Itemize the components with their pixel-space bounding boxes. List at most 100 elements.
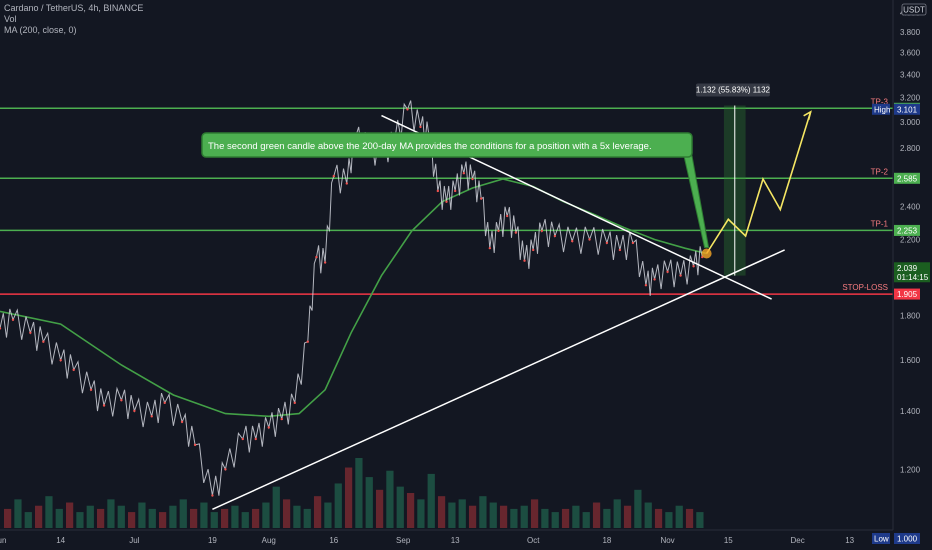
- volume-bar: [468, 505, 477, 528]
- price-point: [315, 255, 318, 259]
- annotation-callout[interactable]: The second green candle above the 200-da…: [201, 132, 710, 249]
- x-tick-label: Jul: [129, 536, 139, 545]
- volume-bar: [231, 505, 239, 528]
- price-point: [323, 261, 327, 264]
- volume-bar: [334, 483, 342, 528]
- price-tag-box: [894, 103, 920, 115]
- price-point: [280, 417, 283, 421]
- volume-bar: [685, 508, 694, 528]
- volume-bar: [34, 505, 43, 528]
- volume-bar: [344, 467, 353, 528]
- x-tick-label: Sep: [396, 536, 411, 545]
- volume-bar: [458, 499, 466, 528]
- annotation-text: The second green candle above the 200-da…: [208, 141, 652, 152]
- time-axis[interactable]: Jun 14 Jul 19 Aug 16 Sep 13 Oct 18 Nov 15 Dec 13: [0, 529, 893, 545]
- level-price-label: 1.905: [897, 290, 918, 299]
- volume-bar: [592, 502, 601, 528]
- price-point: [293, 401, 296, 405]
- volume-bar: [158, 512, 167, 528]
- y-tick-label: 2.400: [900, 202, 921, 211]
- volume-bar: [582, 512, 590, 528]
- price-point: [102, 404, 106, 407]
- projection-line[interactable]: [705, 111, 812, 254]
- price-point: [267, 426, 270, 429]
- volume-bar: [293, 505, 301, 528]
- currency-badge[interactable]: USDT: [901, 3, 927, 16]
- volume-bar: [241, 512, 249, 528]
- price-point: [514, 231, 518, 234]
- volume-bar: [86, 505, 94, 528]
- volume-bar: [396, 486, 404, 528]
- volume-bar: [406, 493, 415, 528]
- volume-bar: [696, 512, 704, 528]
- price-point: [571, 239, 574, 243]
- volume-bar: [45, 496, 53, 528]
- price-point: [462, 171, 466, 175]
- trendline[interactable]: [212, 249, 785, 510]
- price-point: [644, 284, 648, 287]
- price-point: [211, 494, 214, 497]
- price-point: [453, 189, 457, 193]
- volume-bars: [4, 458, 704, 528]
- y-tick-label: 1.400: [900, 407, 921, 416]
- price-tag-name: High: [874, 105, 890, 114]
- y-tick-label: 3.200: [900, 93, 921, 102]
- y-tick-label: 2.200: [900, 235, 921, 244]
- level-label: TP-1: [871, 219, 889, 228]
- x-tick-label: 14: [56, 536, 65, 545]
- volume-bar: [200, 502, 208, 528]
- price-point: [224, 468, 227, 471]
- volume-bar: [303, 508, 311, 528]
- y-tick-label: 1.200: [900, 465, 921, 474]
- level-price-tag: [894, 172, 920, 184]
- volume-bar: [210, 512, 218, 528]
- projection-path[interactable]: [701, 110, 812, 259]
- volume-bar: [613, 499, 621, 528]
- volume-bar: [634, 489, 642, 528]
- volume-bar: [55, 508, 63, 528]
- measure-label-box: [695, 83, 770, 97]
- price-point: [163, 401, 166, 405]
- volume-bar: [355, 458, 363, 528]
- volume-bar: [437, 496, 446, 528]
- horizontal-levels: TP-3 TP-2 TP-1 STOP-LOSS: [0, 97, 893, 295]
- current-price-countdown: 01:14:15: [897, 273, 929, 282]
- volume-bar: [148, 508, 156, 528]
- price-point: [505, 214, 509, 218]
- price-point: [679, 274, 682, 277]
- price-line: [0, 100, 703, 496]
- price-point: [666, 270, 669, 274]
- price-point: [471, 177, 474, 181]
- price-point: [345, 182, 348, 185]
- volume-bar: [417, 499, 425, 528]
- volume-bar: [189, 508, 198, 528]
- volume-bar: [313, 496, 322, 528]
- price-point: [406, 108, 409, 111]
- volume-bar: [220, 508, 229, 528]
- price-tags: 3.1092.5852.2531.905High3.101Low1.0002.0…: [872, 102, 930, 545]
- x-tick-label: Dec: [791, 536, 805, 545]
- volume-bar: [107, 499, 115, 528]
- volume-bar: [179, 499, 187, 528]
- x-tick-label: Oct: [527, 536, 540, 545]
- volume-bar: [262, 502, 270, 528]
- measure-range[interactable]: 1.132 (55.83%) 1132: [695, 83, 771, 276]
- volume-bar: [272, 486, 280, 528]
- volume-bar: [561, 508, 570, 528]
- volume-bar: [4, 508, 12, 528]
- level-price-tag: [894, 288, 920, 300]
- price-point: [72, 368, 75, 372]
- price-point: [29, 331, 32, 335]
- x-tick-label: 13: [845, 536, 854, 545]
- price-point: [0, 327, 2, 330]
- price-point: [89, 388, 93, 392]
- volume-bar: [427, 473, 435, 528]
- price-point: [523, 259, 526, 262]
- price-point: [241, 437, 244, 441]
- price-point: [618, 248, 622, 252]
- price-tag-name-box: [872, 103, 890, 115]
- price-point: [540, 229, 544, 233]
- volume-bar: [365, 477, 373, 528]
- price-tag-value: 1.000: [897, 535, 918, 544]
